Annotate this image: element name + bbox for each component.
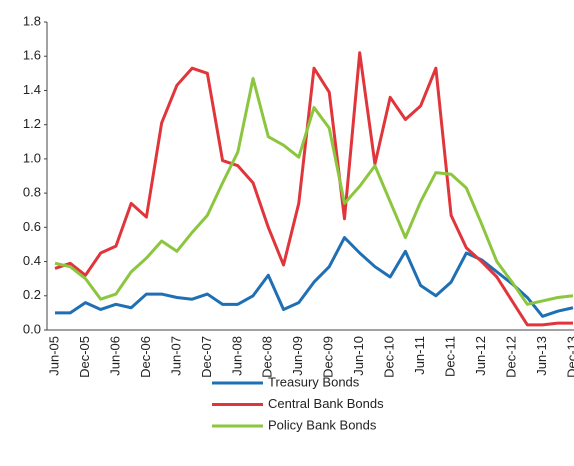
x-tick-label: Jun-06 <box>107 336 122 376</box>
legend-label: Policy Bank Bonds <box>268 417 377 432</box>
x-tick-label: Dec-08 <box>260 336 275 378</box>
legend-label: Central Bank Bonds <box>268 396 384 411</box>
x-tick-label: Jun-10 <box>351 336 366 376</box>
y-tick-label: 0.8 <box>23 185 41 200</box>
x-tick-label: Jun-11 <box>412 336 427 375</box>
x-tick-label: Jun-08 <box>229 336 244 376</box>
x-tick-label: Jun-13 <box>534 336 549 376</box>
x-tick-label: Dec-11 <box>443 336 458 377</box>
x-tick-label: Dec-07 <box>199 336 214 378</box>
x-tick-label: Dec-05 <box>77 336 92 378</box>
y-tick-label: 1.0 <box>23 150 41 165</box>
x-tick-label: Dec-10 <box>382 336 397 378</box>
line-series <box>54 76 574 306</box>
x-tick-label: Jun-12 <box>473 336 488 376</box>
y-tick-label: 1.2 <box>23 116 41 131</box>
x-tick-label: Dec-09 <box>321 336 336 378</box>
x-tick-label: Dec-06 <box>138 336 153 378</box>
line-series <box>55 236 574 318</box>
y-tick-label: 1.6 <box>23 48 41 63</box>
y-tick-label: 0.0 <box>23 321 41 336</box>
x-tick-label: Jun-07 <box>168 336 183 376</box>
x-tick-label: Jun-09 <box>290 336 305 376</box>
y-tick-label: 0.2 <box>23 287 41 302</box>
line-series <box>54 51 573 327</box>
legend-label: Treasury Bonds <box>268 374 360 389</box>
y-tick-label: 0.4 <box>23 253 41 268</box>
x-tick-label: Dec-13 <box>564 336 574 378</box>
y-tick-label: 0.6 <box>23 219 41 234</box>
y-tick-label: 1.4 <box>23 82 41 97</box>
x-tick-label: Jun-05 <box>46 336 61 376</box>
x-tick-label: Dec-12 <box>503 336 518 378</box>
y-tick-label: 1.8 <box>23 13 41 28</box>
